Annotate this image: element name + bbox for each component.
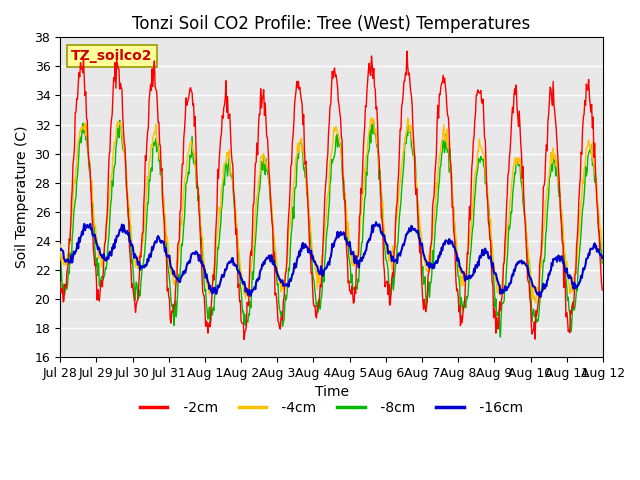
X-axis label: Time: Time (314, 385, 349, 399)
Title: Tonzi Soil CO2 Profile: Tree (West) Temperatures: Tonzi Soil CO2 Profile: Tree (West) Temp… (132, 15, 531, 33)
Legend:  -2cm,  -4cm,  -8cm,  -16cm: -2cm, -4cm, -8cm, -16cm (134, 396, 529, 420)
Text: TZ_soilco2: TZ_soilco2 (71, 48, 152, 63)
Y-axis label: Soil Temperature (C): Soil Temperature (C) (15, 126, 29, 268)
